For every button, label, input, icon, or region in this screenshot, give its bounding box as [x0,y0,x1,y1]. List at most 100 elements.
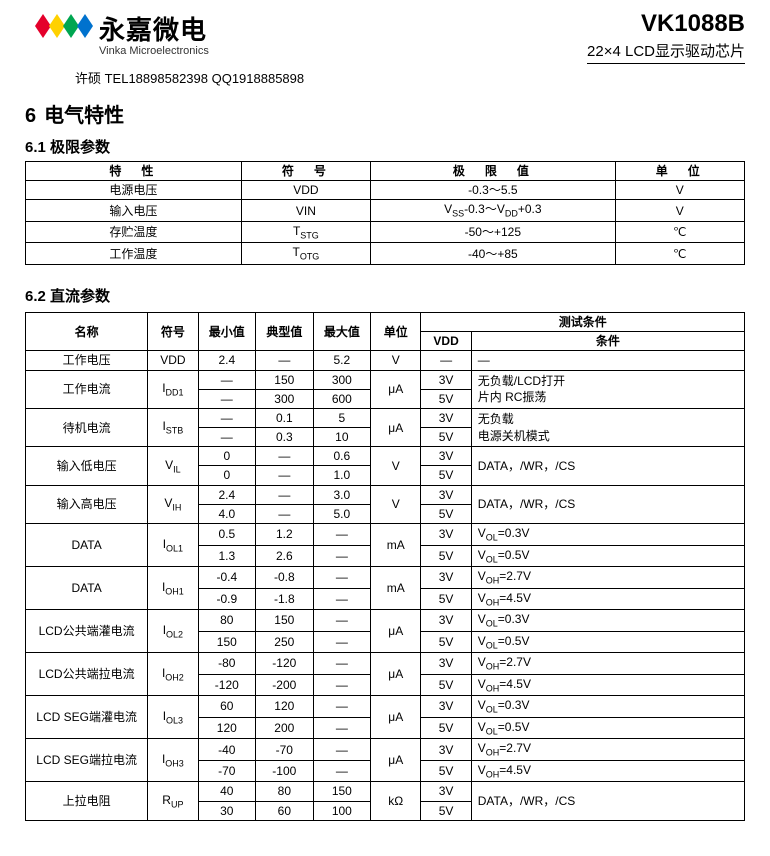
typ-value: -1.8 [256,588,314,610]
vdd-value: 5V [421,428,471,447]
dc-params-table: 名称 符号 最小值 典型值 最大值 单位 测试条件 VDD 条件 工作电压VDD… [25,312,745,821]
vdd-value: 5V [421,717,471,739]
vdd-value: 5V [421,389,471,408]
param-symbol: IOH1 [148,567,198,610]
min-value: -40 [198,739,256,761]
vdd-value: 3V [421,696,471,718]
table-header: 典型值 [256,312,314,350]
param-value: -50～+125 [371,221,615,243]
param-name: DATA [26,567,148,610]
table-row: 输入高电压VIH2.4—3.0V3VDATA，/WR，/CS [26,485,745,504]
condition: VOL=0.5V [471,545,744,567]
param-symbol: IDD1 [148,370,198,408]
param-symbol: VDD [148,351,198,370]
min-value: 60 [198,696,256,718]
typ-value: — [256,447,314,466]
param-name: LCD公共端拉电流 [26,653,148,696]
vdd-value: 5V [421,588,471,610]
min-value: -80 [198,653,256,675]
param-name: 电源电压 [26,181,242,200]
min-value: 120 [198,717,256,739]
company-name-en: Vinka Microelectronics [99,45,209,57]
typ-value: -120 [256,653,314,675]
param-name: 工作电流 [26,370,148,408]
section-number: 6 [25,105,36,127]
min-value: -120 [198,674,256,696]
param-symbol: ISTB [148,408,198,446]
param-value: -40～+85 [371,243,615,265]
param-name: 输入低电压 [26,447,148,485]
vdd-value: 3V [421,408,471,427]
max-value: — [313,631,371,653]
typ-value: 1.2 [256,524,314,546]
table-row: 工作电压VDD2.4—5.2V—— [26,351,745,370]
vdd-value: 5V [421,545,471,567]
min-value: -0.4 [198,567,256,589]
max-value: — [313,674,371,696]
table-row: LCD SEG端灌电流IOL360120—μA3VVOL=0.3V [26,696,745,718]
max-value: — [313,739,371,761]
min-value: 1.3 [198,545,256,567]
param-name: 工作电压 [26,351,148,370]
param-unit: μA [371,408,421,446]
param-unit: μA [371,696,421,739]
condition: VOH=2.7V [471,567,744,589]
min-value: — [198,370,256,389]
part-description: 22×4 LCD显示驱动芯片 [587,40,745,64]
condition: VOH=4.5V [471,674,744,696]
table-header: 名称 [26,312,148,350]
vdd-value: 3V [421,447,471,466]
vdd-value: 3V [421,567,471,589]
min-value: 0.5 [198,524,256,546]
typ-value: 60 [256,801,314,820]
logo-block: 永嘉微电 Vinka Microelectronics [25,10,209,57]
table-row: 上拉电阻RUP4080150kΩ3VDATA，/WR，/CS [26,782,745,801]
table-row: 待机电流ISTB—0.15μA3V无负载电源关机模式 [26,408,745,427]
typ-value: — [256,485,314,504]
param-symbol: VDD [241,181,370,200]
condition: VOL=0.5V [471,717,744,739]
max-value: 1.0 [313,466,371,485]
vdd-value: 5V [421,674,471,696]
min-value: 0 [198,447,256,466]
max-value: 10 [313,428,371,447]
table-row: DATAIOL10.51.2—mA3VVOL=0.3V [26,524,745,546]
typ-value: — [256,351,314,370]
max-value: — [313,610,371,632]
condition: VOL=0.3V [471,524,744,546]
param-symbol: TSTG [241,221,370,243]
section-title: 6电气特性 [25,99,745,128]
condition: VOH=4.5V [471,760,744,782]
table-row: 电源电压 VDD -0.3～5.5 V [26,181,745,200]
condition: DATA，/WR，/CS [471,447,744,485]
param-name: 工作温度 [26,243,242,265]
param-unit: ℃ [615,221,744,243]
contact-line: 许硕 TEL18898582398 QQ1918885898 [75,68,745,87]
param-symbol: VIN [241,200,370,222]
param-unit: V [615,200,744,222]
min-value: 2.4 [198,485,256,504]
min-value: 150 [198,631,256,653]
vdd-value: 3V [421,610,471,632]
typ-value: 200 [256,717,314,739]
condition: DATA，/WR，/CS [471,485,744,523]
param-name: 输入电压 [26,200,242,222]
param-symbol: RUP [148,782,198,820]
min-value: — [198,389,256,408]
table-row: 输入低电压VIL0—0.6V3VDATA，/WR，/CS [26,447,745,466]
typ-value: — [256,466,314,485]
max-value: — [313,717,371,739]
max-value: 3.0 [313,485,371,504]
typ-value: 300 [256,389,314,408]
param-name: LCD公共端灌电流 [26,610,148,653]
min-value: 0 [198,466,256,485]
param-unit: μA [371,370,421,408]
max-value: — [313,567,371,589]
param-symbol: IOL1 [148,524,198,567]
min-value: 40 [198,782,256,801]
max-value: 300 [313,370,371,389]
param-unit: mA [371,524,421,567]
param-unit: V [371,485,421,523]
vdd-value: 3V [421,782,471,801]
min-value: -0.9 [198,588,256,610]
